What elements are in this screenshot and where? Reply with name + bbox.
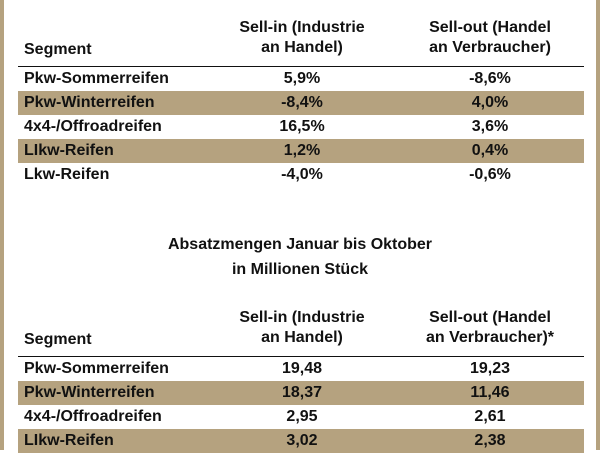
row-sell-out: 3,6% — [471, 118, 509, 135]
header-sell-out-line2: an Verbraucher) — [429, 39, 551, 56]
header-sell-in: Sell-in (Industrie an Handel) — [208, 10, 396, 67]
row-segment: 4x4-/Offroadreifen — [24, 118, 162, 135]
row-segment: Lkw-Reifen — [24, 166, 110, 183]
row-sell-out: 0,4% — [396, 139, 584, 163]
header-rule — [18, 356, 584, 357]
row-segment: Pkw-Winterreifen — [18, 381, 208, 405]
table-row: LIkw-Reifen 3,02 2,38 — [18, 429, 584, 453]
header-sell-out-line2: an Verbraucher)* — [425, 329, 555, 346]
header-sell-out: Sell-out (Handel an Verbraucher)* — [396, 300, 584, 357]
row-sell-out: 19,23 — [469, 360, 511, 377]
row-sell-in: -4,0% — [281, 166, 323, 183]
row-sell-in: 1,2% — [208, 139, 396, 163]
row-sell-in: 5,9% — [283, 70, 321, 87]
header-sell-out: Sell-out (Handel an Verbraucher) — [396, 10, 584, 67]
table-header: Segment Sell-in (Industrie an Handel) Se… — [18, 300, 584, 357]
caption-line1: Absatzmengen Januar bis Oktober — [167, 236, 433, 253]
left-border — [0, 0, 4, 450]
row-sell-in: -8,4% — [208, 91, 396, 115]
table-row: 4x4-/Offroadreifen 16,5% 3,6% — [18, 115, 584, 139]
row-sell-in: 16,5% — [279, 118, 325, 135]
row-segment: 4x4-/Offroadreifen — [24, 408, 162, 425]
table-row: 4x4-/Offroadreifen 2,95 2,61 — [18, 405, 584, 429]
header-sell-in-line1: Sell-in (Industrie — [239, 309, 365, 326]
header-sell-in-line2: an Handel) — [261, 39, 343, 56]
volume-caption: Absatzmengen Januar bis Oktober in Milli… — [0, 232, 600, 282]
sales-volume-table: Segment Sell-in (Industrie an Handel) Se… — [18, 300, 584, 453]
row-segment: LIkw-Reifen — [18, 139, 208, 163]
header-sell-out-line1: Sell-out (Handel — [429, 309, 551, 326]
header-sell-out-line1: Sell-out (Handel — [429, 19, 551, 36]
sales-change-table: Segment Sell-in (Industrie an Handel) Se… — [18, 10, 584, 187]
right-border — [596, 0, 600, 450]
row-sell-out: -8,6% — [469, 70, 511, 87]
header-sell-in-line1: Sell-in (Industrie — [239, 19, 365, 36]
table-row: Pkw-Winterreifen 18,37 11,46 — [18, 381, 584, 405]
caption-line2: in Millionen Stück — [231, 261, 368, 278]
row-segment: LIkw-Reifen — [18, 429, 208, 453]
table-row: Lkw-Reifen -4,0% -0,6% — [18, 163, 584, 187]
table-row: Pkw-Sommerreifen 5,9% -8,6% — [18, 67, 584, 91]
table-header: Segment Sell-in (Industrie an Handel) Se… — [18, 10, 584, 67]
row-sell-in: 2,95 — [286, 408, 318, 425]
header-segment: Segment — [24, 331, 92, 348]
row-segment: Pkw-Sommerreifen — [24, 70, 169, 87]
header-segment: Segment — [24, 41, 92, 58]
header-sell-in-line2: an Handel) — [261, 329, 343, 346]
row-segment: Pkw-Winterreifen — [18, 91, 208, 115]
row-segment: Pkw-Sommerreifen — [24, 360, 169, 377]
row-sell-in: 18,37 — [208, 381, 396, 405]
table-row: Pkw-Sommerreifen 19,48 19,23 — [18, 357, 584, 381]
row-sell-out: 11,46 — [396, 381, 584, 405]
table-row: Pkw-Winterreifen -8,4% 4,0% — [18, 91, 584, 115]
table-row: LIkw-Reifen 1,2% 0,4% — [18, 139, 584, 163]
row-sell-in: 19,48 — [281, 360, 323, 377]
row-sell-out: -0,6% — [469, 166, 511, 183]
row-sell-out: 2,61 — [474, 408, 506, 425]
row-sell-out: 2,38 — [396, 429, 584, 453]
row-sell-out: 4,0% — [396, 91, 584, 115]
header-sell-in: Sell-in (Industrie an Handel) — [208, 300, 396, 357]
header-rule — [18, 66, 584, 67]
row-sell-in: 3,02 — [208, 429, 396, 453]
